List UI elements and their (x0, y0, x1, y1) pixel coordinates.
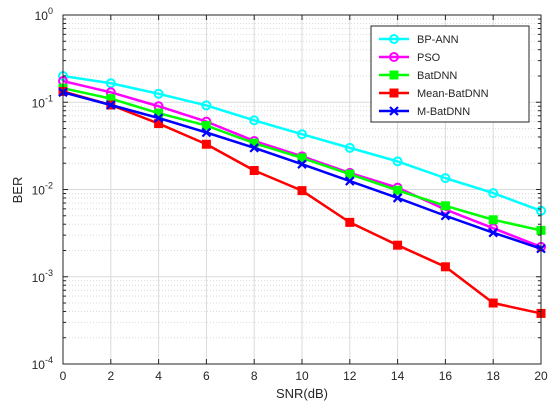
y-tick-base: 10 (32, 271, 46, 285)
legend: BP-ANN PSO BatDNN Mean-BatDNN M-BatDNN (370, 25, 530, 123)
x-tick-label: 12 (343, 369, 357, 383)
data-point (201, 121, 211, 131)
y-tick-label: 10-3 (32, 268, 53, 285)
data-point (389, 106, 399, 116)
series-line (62, 74, 542, 212)
y-tick-label: 10-4 (32, 355, 53, 372)
data-point (345, 217, 355, 227)
x-tick-label: 14 (391, 369, 405, 383)
series-bp-ann (58, 70, 546, 216)
y-tick-exponent: -2 (45, 181, 53, 191)
x-tick-label: 16 (439, 369, 453, 383)
legend-entry: Mean-BatDNN (379, 88, 489, 100)
data-point (297, 159, 307, 169)
data-point (440, 210, 451, 221)
legend-entry: BP-ANN (379, 34, 459, 46)
y-tick-label: 10-2 (32, 181, 53, 198)
legend-entry: BatDNN (379, 70, 457, 82)
data-point (488, 227, 498, 238)
data-point (344, 142, 355, 153)
data-point (201, 127, 212, 138)
legend-label: BP-ANN (417, 34, 459, 46)
data-point (389, 34, 399, 44)
legend-label: BatDNN (417, 70, 457, 82)
y-tick-exponent: -4 (45, 355, 53, 365)
data-point (392, 156, 403, 167)
data-point (389, 70, 399, 80)
data-point (440, 173, 451, 184)
y-tick-label: 100 (35, 6, 53, 23)
x-tick-label: 4 (155, 369, 162, 383)
axis-ticks (62, 14, 542, 365)
data-point (249, 166, 259, 176)
data-point (392, 193, 403, 203)
data-point (389, 52, 399, 62)
legend-entry: M-BatDNN (379, 106, 470, 118)
y-tick-exponent: 0 (48, 6, 53, 16)
data-point (393, 240, 403, 250)
data-point (297, 129, 307, 140)
data-point (389, 88, 399, 98)
x-tick-labels: 0 2 4 6 8 10 12 14 16 18 20 (60, 369, 548, 383)
x-tick-label: 8 (251, 369, 258, 383)
data-point (345, 169, 355, 179)
data-point (440, 262, 450, 272)
y-tick-base: 10 (35, 9, 49, 23)
x-tick-label: 6 (203, 369, 210, 383)
legend-label: PSO (417, 52, 441, 64)
x-axis-label: SNR(dB) (276, 386, 328, 401)
legend-label: M-BatDNN (417, 106, 470, 118)
data-point (106, 100, 116, 110)
data-point (488, 298, 498, 308)
x-tick-label: 18 (487, 369, 501, 383)
x-tick-label: 10 (295, 369, 309, 383)
x-tick-label: 2 (107, 369, 114, 383)
y-tick-base: 10 (32, 358, 46, 372)
x-tick-label: 0 (60, 369, 67, 383)
y-tick-exponent: -1 (45, 93, 53, 103)
data-point (201, 139, 211, 149)
data-point (393, 185, 403, 195)
data-point (249, 143, 259, 153)
data-point (153, 113, 164, 123)
data-point (488, 188, 499, 199)
legend-label: Mean-BatDNN (417, 88, 489, 100)
data-point (440, 201, 450, 211)
y-tick-base: 10 (32, 184, 46, 198)
data-point (105, 78, 116, 89)
x-tick-label: 20 (534, 369, 548, 383)
data-point (488, 215, 498, 225)
y-tick-base: 10 (32, 96, 46, 110)
y-tick-exponent: -3 (45, 268, 53, 278)
legend-entry: PSO (379, 52, 441, 64)
data-point (297, 186, 307, 196)
data-point (201, 100, 212, 111)
data-point (153, 88, 164, 99)
data-point (249, 115, 260, 126)
data-point (297, 153, 307, 163)
y-tick-label: 10-1 (32, 93, 53, 110)
data-point (345, 176, 355, 186)
y-axis-label: BER (10, 177, 25, 204)
